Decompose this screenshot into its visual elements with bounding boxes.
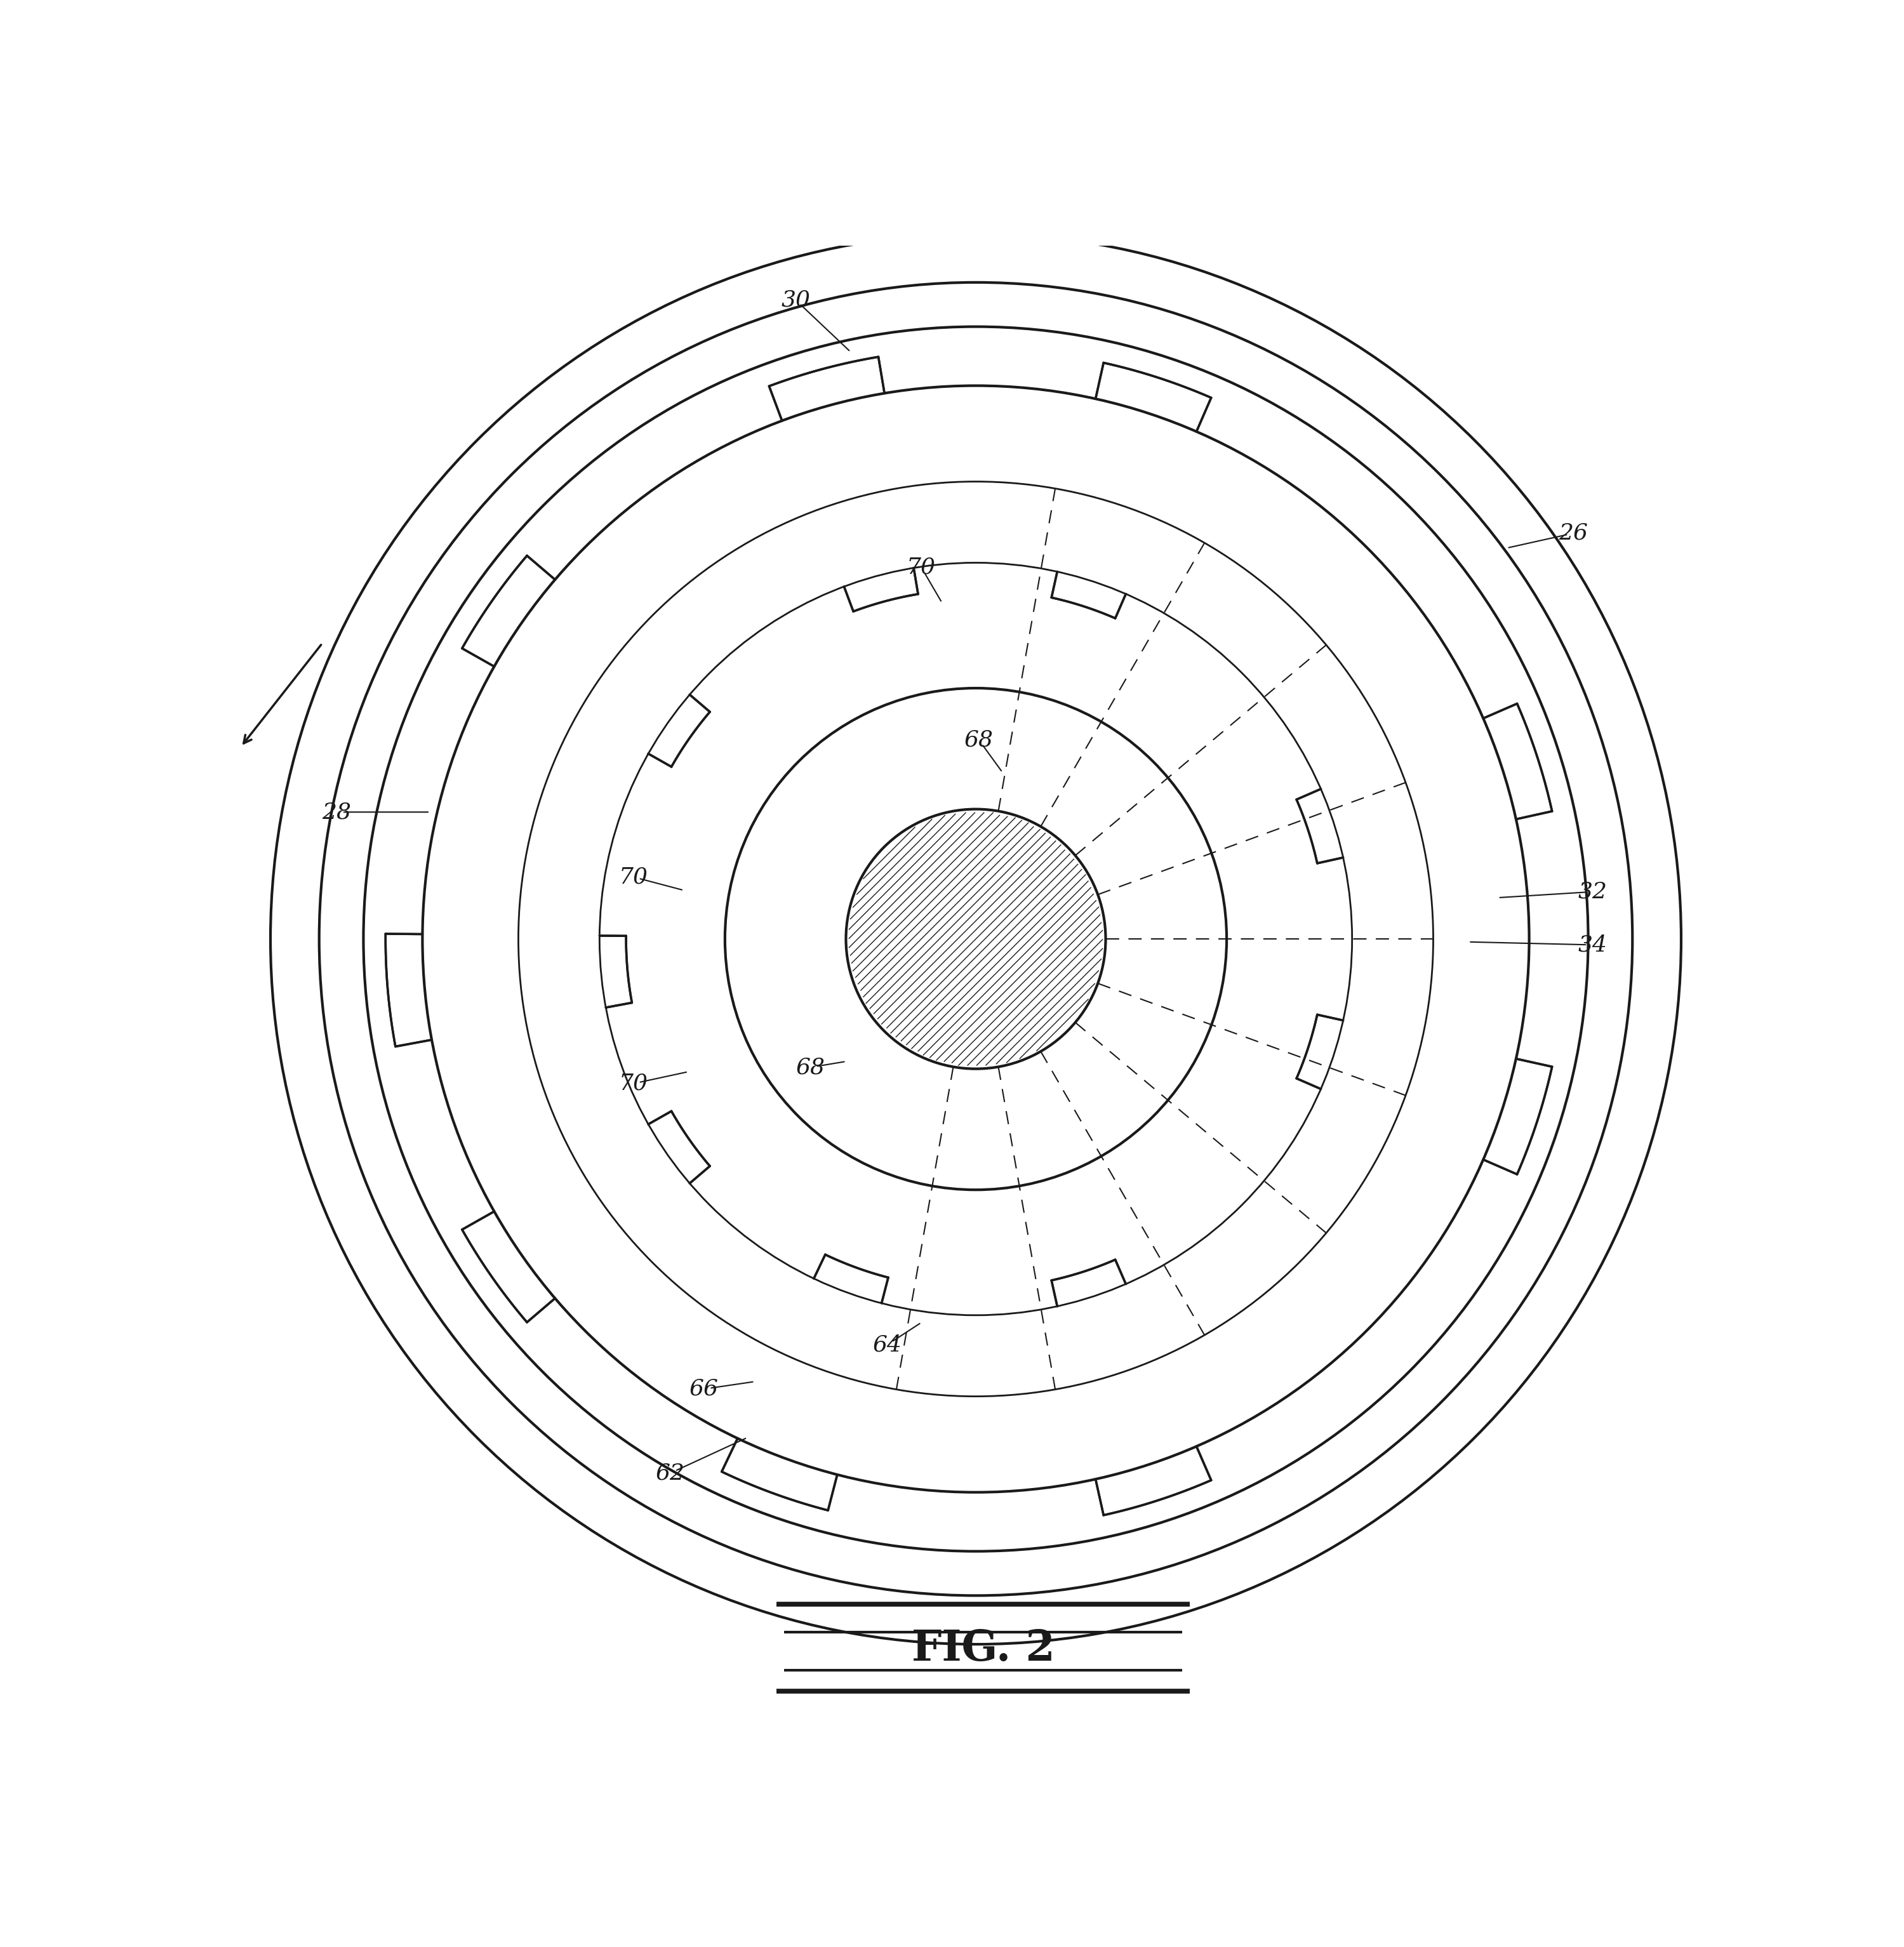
Text: 66: 66 [689, 1378, 720, 1400]
Text: 70: 70 [619, 866, 647, 888]
Text: 28: 28 [322, 802, 352, 824]
Text: 62: 62 [655, 1462, 685, 1484]
Text: 64: 64 [872, 1334, 902, 1355]
Text: 34: 34 [1578, 935, 1607, 956]
Text: FIG. 2: FIG. 2 [912, 1628, 1055, 1671]
Text: 32: 32 [1578, 880, 1607, 903]
Text: 70: 70 [619, 1073, 647, 1094]
Text: 30: 30 [781, 290, 811, 312]
Text: 68: 68 [796, 1057, 824, 1079]
Text: 68: 68 [963, 728, 994, 752]
Text: 70: 70 [906, 557, 935, 578]
Text: 26: 26 [1559, 522, 1588, 543]
